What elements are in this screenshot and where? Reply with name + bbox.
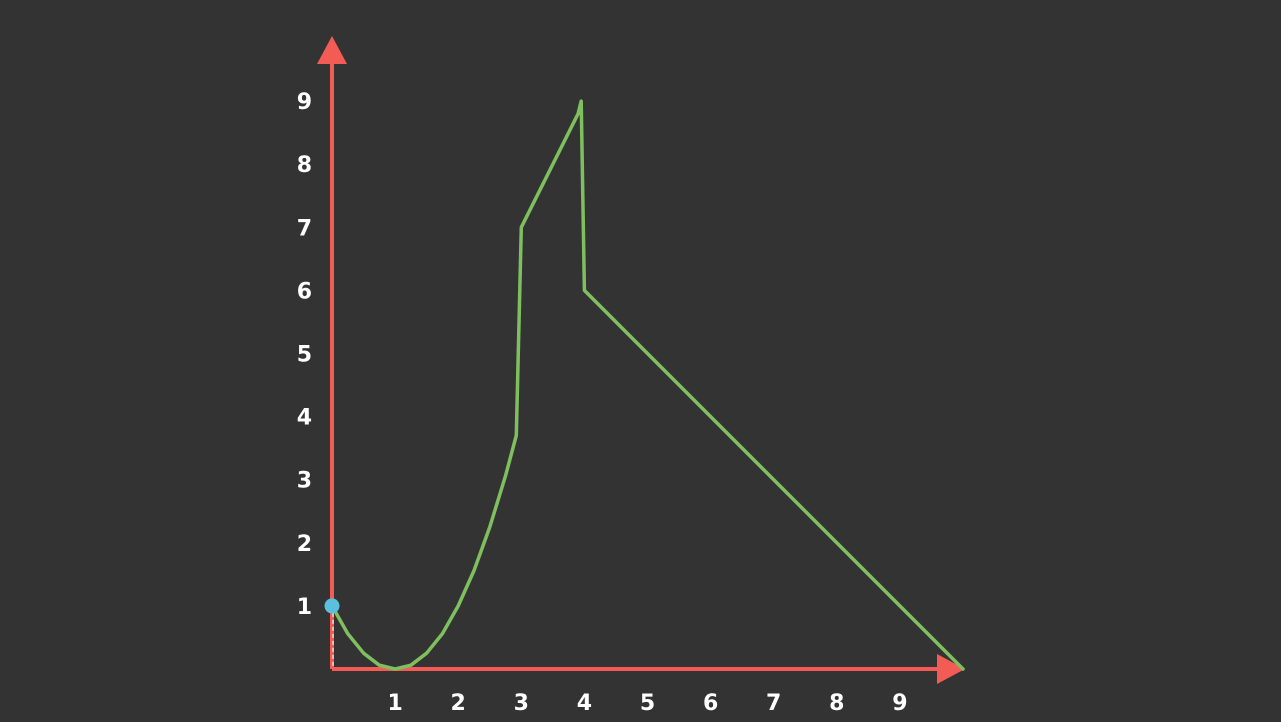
y-tick-label: 5 (297, 343, 312, 368)
x-tick-label: 7 (766, 691, 781, 716)
x-tick-label: 9 (892, 691, 907, 716)
y-tick-label: 8 (297, 153, 312, 178)
y-tick-label: 1 (297, 595, 312, 620)
x-tick-label: 6 (703, 691, 718, 716)
x-axis-arrow (937, 654, 965, 684)
y-tick-label: 4 (297, 406, 312, 431)
x-tick-label: 3 (514, 691, 529, 716)
y-tick-label: 2 (297, 532, 312, 557)
x-tick-label: 5 (640, 691, 655, 716)
y-tick-label: 3 (297, 469, 312, 494)
x-tick-label: 2 (451, 691, 466, 716)
x-tick-label: 4 (577, 691, 592, 716)
series-line-0 (330, 99, 965, 671)
y-tick-label: 6 (297, 279, 312, 304)
highlight-point (324, 598, 340, 614)
y-tick-label: 7 (297, 216, 312, 241)
y-axis-arrow (317, 36, 347, 64)
x-tick-label: 1 (387, 691, 402, 716)
y-tick-label: 9 (297, 90, 312, 115)
x-tick-label: 8 (829, 691, 844, 716)
